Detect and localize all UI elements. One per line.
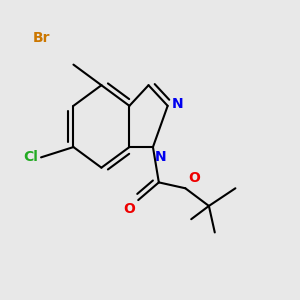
Text: Cl: Cl xyxy=(23,150,38,164)
Text: O: O xyxy=(188,171,200,185)
Text: O: O xyxy=(123,202,135,215)
Text: N: N xyxy=(172,98,184,111)
Text: N: N xyxy=(154,150,166,164)
Text: Br: Br xyxy=(32,32,50,46)
